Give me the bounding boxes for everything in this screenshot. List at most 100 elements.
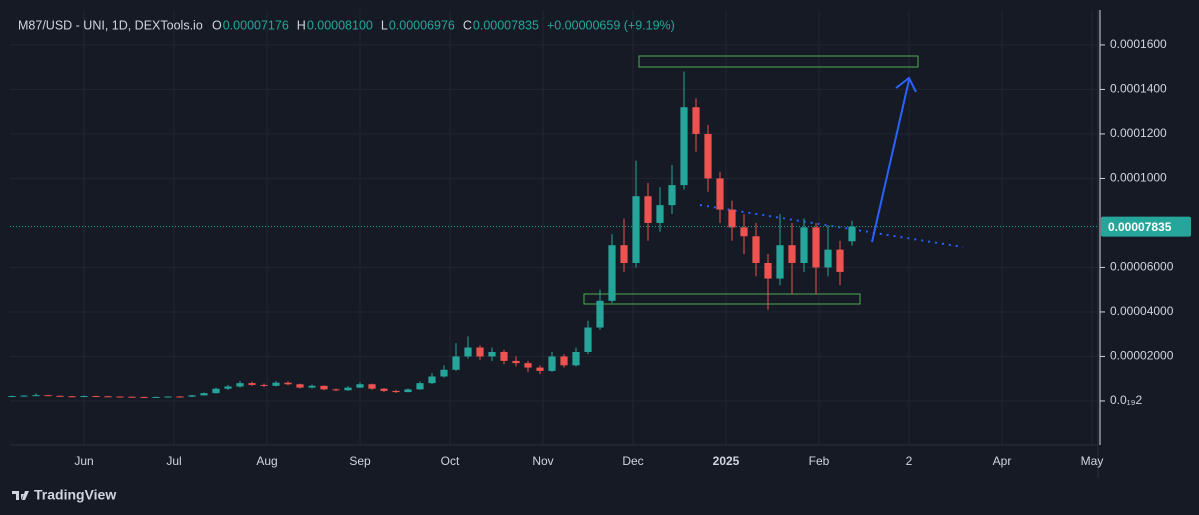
logo: TradingView: [12, 487, 116, 503]
y-tick-label: 0.0001400: [1110, 82, 1167, 96]
trend-line: [699, 204, 964, 248]
candle-body: [272, 382, 280, 386]
x-tick-label: Dec: [622, 454, 643, 468]
candle-body: [824, 249, 832, 268]
candle-body: [704, 133, 712, 179]
x-tick-label: 2025: [713, 454, 740, 468]
candle-body: [536, 367, 544, 371]
candle-body: [716, 178, 724, 210]
x-tick-label: 2: [906, 454, 913, 468]
candle-body: [212, 388, 220, 394]
candle-body: [596, 300, 604, 328]
target-box: [638, 55, 919, 68]
legend-value: 0.00007835: [473, 18, 539, 32]
legend-key: L: [381, 18, 388, 32]
candle-body: [92, 396, 100, 398]
candle-body: [620, 245, 628, 263]
x-tick-label: Jun: [74, 454, 93, 468]
candle-body: [740, 227, 748, 237]
candle-body: [164, 396, 172, 398]
candle-body: [800, 227, 808, 263]
candle-body: [644, 196, 652, 223]
legend-key: O: [212, 18, 222, 32]
candle-body: [524, 363, 532, 368]
candle-body: [140, 396, 148, 398]
price-label: 0.00007835: [1108, 220, 1172, 234]
candle-body: [32, 395, 40, 397]
x-tick-label: Jul: [166, 454, 181, 468]
candle-body: [80, 396, 88, 398]
candle-body: [56, 395, 64, 397]
candle-body: [464, 347, 472, 357]
candle-body: [224, 386, 232, 389]
candle-body: [512, 360, 520, 364]
candle-body: [572, 351, 580, 366]
candle-body: [332, 389, 340, 391]
legend-value: 0.00007176: [223, 18, 289, 32]
candle-body: [236, 383, 244, 387]
candle-body: [284, 382, 292, 385]
candle-body: [836, 249, 844, 272]
candle-body: [656, 205, 664, 223]
watermark: TradingView: [34, 487, 116, 503]
y-tick-label: 0.0₁₉2: [1110, 393, 1142, 407]
candle-body: [416, 383, 424, 390]
candle-body: [404, 389, 412, 393]
x-tick-label: Oct: [441, 454, 460, 468]
legend-value: 0.00008100: [307, 18, 373, 32]
candle-body: [608, 245, 616, 301]
candle-body: [728, 209, 736, 228]
price-label-box: [1101, 216, 1191, 237]
y-tick-label: 0.0001200: [1110, 126, 1167, 140]
x-tick-label: Feb: [809, 454, 830, 468]
support-box: [583, 293, 861, 305]
candle-body: [248, 383, 256, 385]
candle-body: [488, 351, 496, 357]
candles: [8, 71, 856, 398]
y-tick-label: 0.00002000: [1110, 349, 1174, 363]
candle-body: [548, 356, 556, 371]
grid: [10, 10, 1098, 445]
legend-key: H: [297, 18, 306, 32]
candle-body: [20, 395, 28, 397]
candle-body: [500, 351, 508, 361]
symbol-title: M87/USD - UNI, 1D, DEXTools.io: [18, 18, 203, 32]
candle-body: [128, 396, 136, 398]
candle-body: [752, 236, 760, 263]
candle-body: [152, 396, 160, 398]
candle-body: [380, 388, 388, 391]
legend-key: C: [463, 18, 472, 32]
candle-body: [368, 384, 376, 389]
candle-body: [176, 396, 184, 398]
candle-body: [680, 107, 688, 186]
ohlc-legend: O 0.00007176 H 0.00008100 L 0.00006976 C 0.0000…: [212, 18, 675, 32]
candle-body: [344, 387, 352, 391]
candle-body: [584, 327, 592, 352]
x-tick-label: May: [1081, 454, 1104, 468]
y-tick-label: 0.00004000: [1110, 304, 1174, 318]
legend-change: +0.00000659 (+9.19%): [547, 18, 675, 32]
candle-body: [788, 245, 796, 263]
candle-body: [308, 385, 316, 388]
arrow-head: [895, 76, 917, 93]
top-bar: [0, 0, 1199, 7]
candle-body: [848, 226, 856, 242]
candle-body: [296, 384, 304, 388]
candle-body: [104, 396, 112, 398]
x-tick-label: Sep: [349, 454, 371, 468]
y-tick-label: 0.0001000: [1110, 171, 1167, 185]
candle-body: [116, 396, 124, 398]
candle-body: [452, 356, 460, 370]
candle-body: [320, 385, 328, 390]
candle-body: [560, 356, 568, 366]
candle-body: [776, 245, 784, 279]
arrow-line: [871, 79, 910, 243]
candle-body: [392, 390, 400, 393]
candle-body: [668, 185, 676, 206]
candle-body: [692, 107, 700, 134]
candle-body: [764, 262, 772, 279]
y-tick-label: 0.0001600: [1110, 37, 1167, 51]
candle-body: [476, 347, 484, 357]
